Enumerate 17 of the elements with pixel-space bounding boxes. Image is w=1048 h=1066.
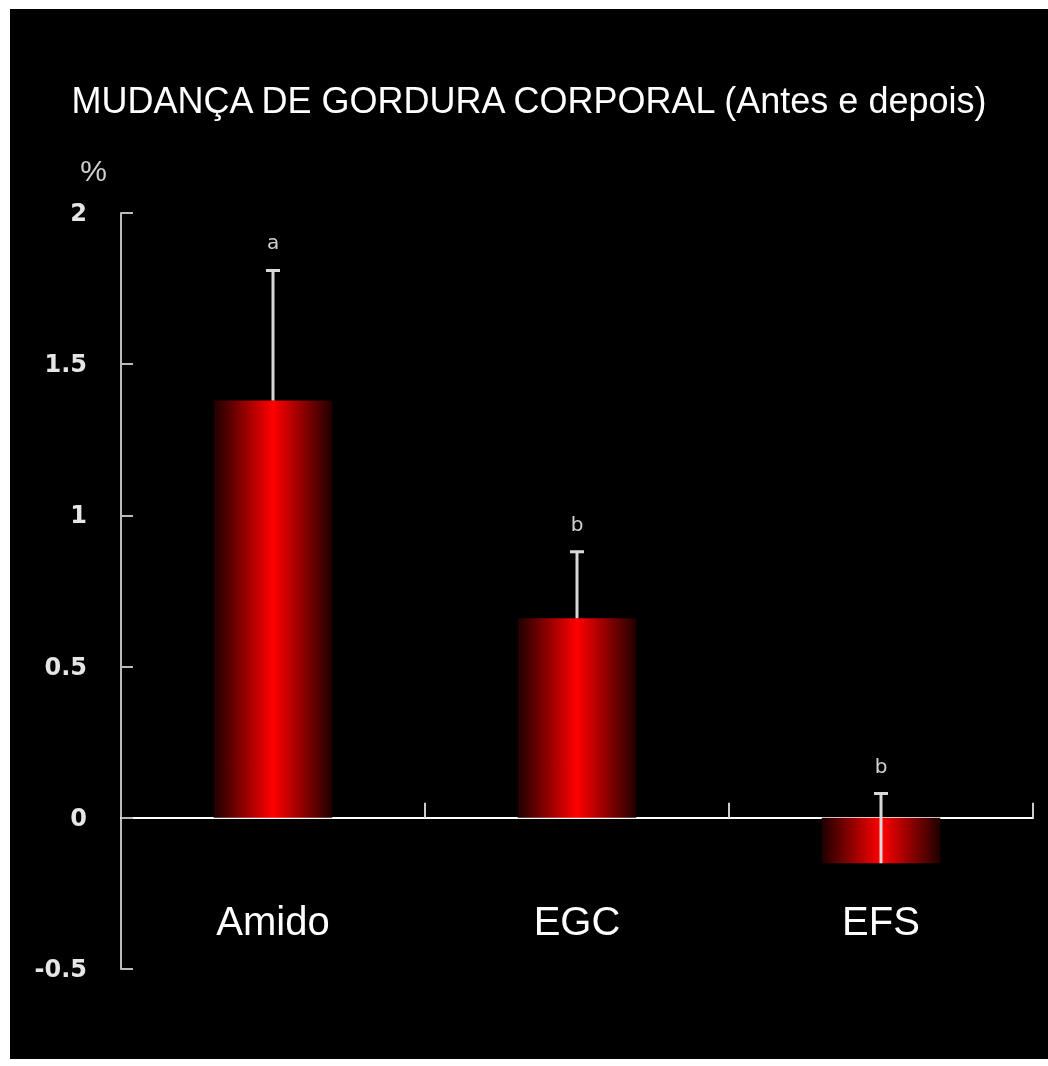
- y-axis-title: %: [80, 153, 107, 187]
- annotation: b: [570, 511, 584, 536]
- annotation: b: [874, 753, 888, 778]
- x-tick-label: Amido: [216, 899, 330, 943]
- annotation: a: [266, 230, 280, 255]
- bar: [517, 618, 637, 818]
- x-tick-label: EGC: [533, 899, 621, 943]
- bar: [213, 400, 333, 818]
- y-tick-label: 1: [70, 501, 87, 530]
- x-tick-label: EFS: [842, 899, 920, 943]
- bar: [821, 817, 941, 864]
- chart-title: MUDANÇA DE GORDURA CORPORAL (Antes e depois): [71, 79, 987, 121]
- y-tick-label: 0: [70, 803, 87, 832]
- y-tick-label: 0.5: [44, 652, 87, 681]
- y-tick-label: -0.5: [34, 955, 87, 983]
- y-tick-label: 2: [70, 199, 87, 227]
- y-tick-label: 1.5: [44, 350, 87, 379]
